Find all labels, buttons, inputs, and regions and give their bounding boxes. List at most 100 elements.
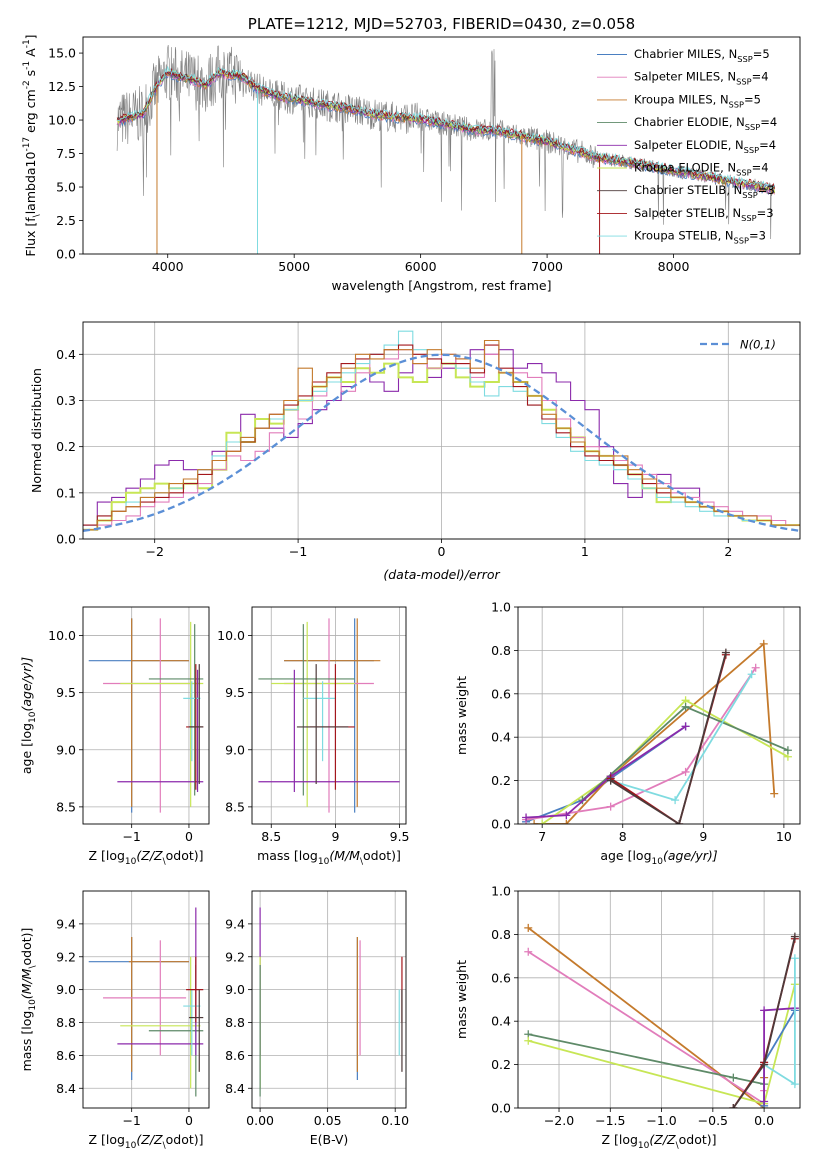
y-tick-label: 9.0 [225, 982, 245, 997]
axes-frame [251, 890, 407, 1109]
x-tick-label: 10 [776, 829, 792, 844]
x-tick-label: 6000 [405, 259, 437, 274]
y-tick-label: 9.0 [225, 742, 245, 757]
y-axis-label: Flux [f\lambda10-17 erg cm-2 s-1 A-1] [22, 34, 42, 256]
y-tick-label: 0.0 [56, 247, 76, 262]
age_vs_Z-plot-area [88, 618, 204, 813]
x-axis-label: Z [log10(Z/Z\odot)] [601, 1132, 716, 1151]
y-tick-label: 8.5 [225, 799, 245, 814]
x-tick-label: 9.5 [390, 829, 410, 844]
y-tick-label: 8.4 [56, 1081, 76, 1096]
y-tick-label: 7.5 [56, 146, 76, 161]
age_vs_mass-panel: 8.5 9 9.5 8.5 9.0 9.5 10.0 mass [log10(M/M\odot… [217, 606, 410, 867]
y-tick-label: 0.2 [56, 439, 76, 454]
weight-line-2 [525, 667, 757, 821]
y-tick-label: 9.0 [56, 982, 76, 997]
weight-marker [790, 954, 799, 963]
y-axis-label: mass [log10(M/M\odot)] [19, 928, 38, 1072]
weight-line-3 [541, 699, 789, 824]
weight-marker [721, 648, 730, 657]
y-tick-label: 9.0 [56, 742, 76, 757]
weight-marker [790, 1080, 799, 1089]
x-axis-label: mass [log10(M/M\odot)] [257, 848, 401, 867]
y-axis-label: Normed distribution [29, 368, 44, 493]
residuals-panel: −2 −1 0 1 2 0.0 0.1 0.2 0.3 0.4 N(0,1) (data-model)… [29, 321, 801, 582]
x-tick-label: −1 [122, 1113, 140, 1128]
x-tick-label: 8.5 [261, 829, 281, 844]
legend-label: Salpeter ELODIE, NSSP=4 [634, 138, 776, 155]
x-tick-label: 1 [581, 544, 589, 559]
axes-frame [82, 606, 210, 825]
y-tick-label: 5.0 [56, 180, 76, 195]
y-tick-label: 9.5 [225, 685, 245, 700]
y-tick-label: 8.6 [225, 1048, 245, 1063]
weight-line-1 [527, 951, 765, 1106]
x-axis-label: wavelength [Angstrom, rest frame] [331, 278, 551, 293]
y-tick-label: 0.1 [56, 485, 76, 500]
model-line-7 [116, 67, 776, 190]
axes-frame [82, 36, 801, 255]
y-tick-label: 10.0 [217, 628, 245, 643]
x-tick-label: −1 [289, 544, 307, 559]
legend-label: Chabrier STELIB, NSSP=3 [634, 183, 775, 200]
weight-line-2 [528, 1033, 765, 1085]
weight-marker [562, 820, 571, 824]
gaussian-curve [83, 353, 800, 533]
x-tick-label: −0.5 [698, 1113, 728, 1128]
spectrum-plot-area [116, 44, 776, 254]
model-line-8 [116, 66, 776, 190]
weight-line-5 [526, 725, 687, 819]
mass_vs_Z-plot-area [88, 907, 204, 1097]
spectrum-legend: Chabrier MILES, NSSP=5 Salpeter MILES, NS… [597, 47, 777, 246]
y-tick-label: 10.0 [48, 113, 76, 128]
y-tick-label: 0.4 [491, 730, 511, 745]
weight-marker [522, 813, 531, 822]
y-tick-label: 1.0 [491, 884, 511, 899]
y-tick-label: 0.4 [56, 347, 76, 362]
x-tick-label: −2 [145, 544, 163, 559]
y-axis-label: mass weight [454, 676, 469, 755]
weight-marker [759, 639, 768, 648]
mass_vs_Z-panel: −1 0 8.4 8.6 8.8 9.0 9.2 9.4 Z [log10(Z/Z\odot)]… [19, 890, 210, 1151]
y-tick-label: 8.8 [225, 1015, 245, 1030]
weight-marker [681, 702, 690, 711]
legend-label: Salpeter STELIB, NSSP=3 [634, 206, 774, 223]
y-tick-label: 0.2 [491, 773, 511, 788]
x-tick-label: 7 [538, 829, 546, 844]
y-tick-label: 0.8 [491, 927, 511, 942]
x-tick-label: 0.00 [246, 1113, 274, 1128]
x-tick-label: 0 [185, 829, 193, 844]
x-tick-label: −1 [122, 829, 140, 844]
weight-marker [751, 663, 760, 672]
y-tick-label: 0.4 [491, 1014, 511, 1029]
x-tick-label: 7000 [531, 259, 563, 274]
spectrum-panel: Chabrier MILES, NSSP=5 Salpeter MILES, NS… [22, 15, 801, 293]
axes-frame [82, 890, 210, 1109]
weight-marker [671, 796, 680, 805]
y-tick-label: 9.4 [225, 916, 245, 931]
weight-marker [562, 811, 571, 820]
legend-label: Salpeter MILES, NSSP=4 [634, 70, 769, 87]
age_vs_Z-panel: −1 0 8.5 9.0 9.5 10.0 Z [log10(Z/Z\odot)] age [… [19, 606, 210, 867]
legend-label: Kroupa STELIB, NSSP=3 [634, 229, 766, 246]
y-tick-label: 9.4 [56, 916, 76, 931]
x-axis-label: E(B-V) [310, 1132, 349, 1147]
legend-label: Chabrier ELODIE, NSSP=4 [634, 115, 777, 132]
weight-line-1 [534, 642, 776, 824]
y-tick-label: 8.8 [56, 1015, 76, 1030]
legend-label: Kroupa MILES, NSSP=5 [634, 92, 761, 109]
x-tick-label: 9 [699, 829, 707, 844]
x-tick-label: −2.0 [544, 1113, 574, 1128]
y-tick-label: 9.2 [225, 949, 245, 964]
weight-marker [790, 932, 799, 941]
x-axis-label: (data-model)/error [383, 567, 500, 582]
weight-marker [760, 1060, 769, 1069]
weight_vs_age-panel: 7 8 9 10 0.0 0.2 0.4 0.6 0.8 1.0 age [log10(age/yr… [454, 600, 801, 867]
histogram-5 [83, 339, 800, 531]
y-tick-label: 0.3 [56, 393, 76, 408]
weight-marker [538, 820, 547, 824]
weight-line-8 [610, 652, 727, 824]
weight-marker [729, 1073, 738, 1082]
y-tick-label: 0.6 [491, 970, 511, 985]
axes-frame [517, 606, 801, 825]
